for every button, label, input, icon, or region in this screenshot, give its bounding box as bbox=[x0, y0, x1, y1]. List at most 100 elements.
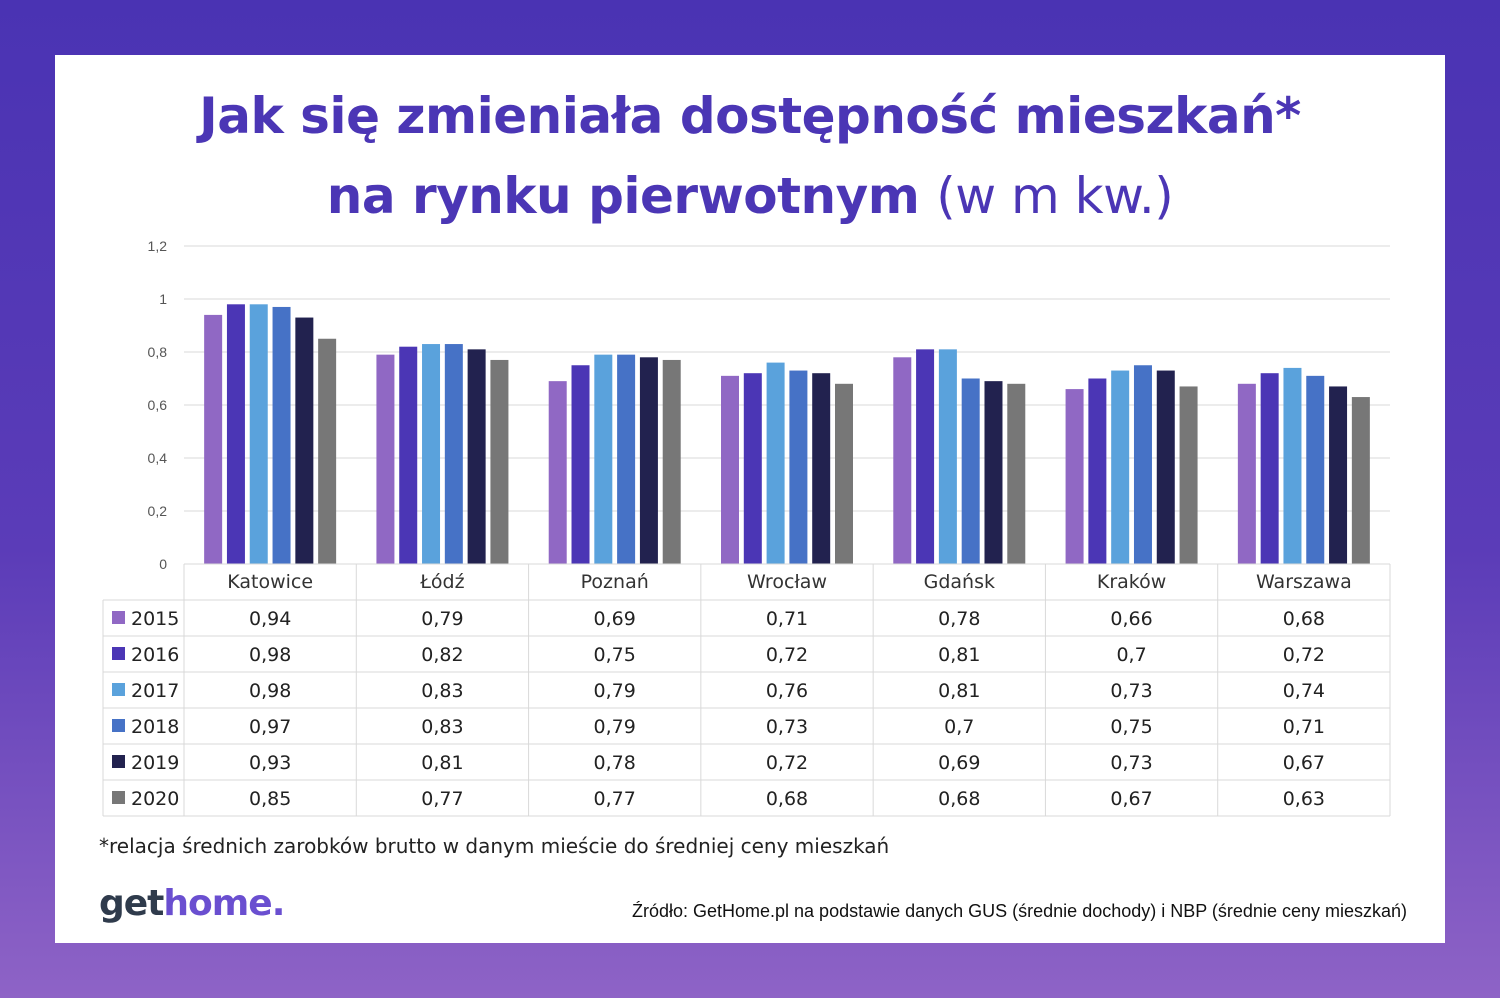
gethome-logo: gethome. bbox=[99, 883, 285, 924]
bar-2018 bbox=[961, 378, 980, 564]
data-label: 0,73 bbox=[1110, 680, 1152, 702]
bar-2018 bbox=[272, 306, 291, 564]
bar-2019 bbox=[295, 317, 314, 564]
legend-swatch-2015 bbox=[112, 611, 125, 624]
data-label: 0,97 bbox=[249, 716, 291, 738]
bar-2016 bbox=[571, 365, 590, 564]
data-label: 0,78 bbox=[938, 608, 980, 630]
bar-2019 bbox=[984, 381, 1003, 564]
bar-2015 bbox=[1237, 383, 1256, 564]
bar-2015 bbox=[376, 354, 395, 564]
data-label: 0,77 bbox=[421, 788, 463, 810]
y-tick-label: 1 bbox=[159, 291, 167, 307]
bar-2015 bbox=[721, 375, 739, 564]
data-label: 0,68 bbox=[1283, 608, 1325, 630]
legend-label: 2020 bbox=[131, 788, 179, 810]
logo-text-get: get bbox=[99, 883, 164, 924]
data-label: 0,79 bbox=[594, 680, 636, 702]
bar-2019 bbox=[1156, 370, 1175, 564]
chart-title-unit: (w m kw.) bbox=[936, 167, 1174, 225]
bar-2016 bbox=[1088, 378, 1107, 564]
x-category-label: Kraków bbox=[1097, 571, 1166, 593]
source-note: Źródło: GetHome.pl na podstawie danych G… bbox=[631, 901, 1407, 921]
legend-label: 2018 bbox=[131, 716, 179, 738]
data-label: 0,78 bbox=[594, 752, 636, 774]
data-label: 0,93 bbox=[249, 752, 291, 774]
bar-2020 bbox=[1351, 397, 1370, 564]
x-category-label: Katowice bbox=[227, 571, 313, 593]
bar-2016 bbox=[743, 373, 762, 564]
y-tick-label: 0 bbox=[159, 556, 167, 572]
bar-2019 bbox=[467, 349, 486, 564]
bar-2017 bbox=[766, 362, 785, 564]
data-label: 0,67 bbox=[1283, 752, 1325, 774]
legend-label: 2015 bbox=[131, 608, 179, 630]
data-label: 0,81 bbox=[938, 680, 980, 702]
x-category-label: Poznań bbox=[581, 571, 649, 593]
bar-2017 bbox=[594, 354, 613, 564]
bar-2020 bbox=[662, 359, 681, 564]
bar-2017 bbox=[1283, 367, 1302, 564]
bar-2015 bbox=[893, 357, 912, 564]
y-tick-label: 0,2 bbox=[148, 503, 168, 519]
bar-2017 bbox=[249, 304, 268, 564]
data-label: 0,76 bbox=[766, 680, 808, 702]
data-label: 0,71 bbox=[1283, 716, 1325, 738]
data-label: 0,73 bbox=[766, 716, 808, 738]
x-category-label: Warszawa bbox=[1256, 571, 1352, 593]
x-category-label: Łódź bbox=[419, 571, 464, 593]
chart-title-bold: na rynku pierwotnym bbox=[326, 167, 920, 225]
data-label: 0,72 bbox=[766, 752, 808, 774]
data-label: 0,82 bbox=[421, 644, 463, 666]
bar-2020 bbox=[1179, 386, 1198, 564]
y-tick-label: 0,8 bbox=[148, 344, 168, 360]
bar-2018 bbox=[617, 354, 636, 564]
bar-2020 bbox=[835, 383, 853, 564]
data-label: 0,63 bbox=[1283, 788, 1325, 810]
bar-2020 bbox=[318, 338, 337, 564]
bar-2019 bbox=[812, 373, 831, 564]
chart-title-line2: na rynku pierwotnym (w m kw.) bbox=[55, 167, 1445, 225]
data-label: 0,83 bbox=[421, 680, 463, 702]
legend-label: 2017 bbox=[131, 680, 179, 702]
data-label: 0,94 bbox=[249, 608, 291, 630]
bar-2017 bbox=[422, 344, 441, 564]
bar-2020 bbox=[490, 359, 509, 564]
legend-swatch-2020 bbox=[112, 791, 125, 804]
legend-swatch-2018 bbox=[112, 719, 125, 732]
data-label: 0,71 bbox=[766, 608, 808, 630]
bar-2017 bbox=[938, 349, 957, 564]
data-label: 0,83 bbox=[421, 716, 463, 738]
legend-swatch-2019 bbox=[112, 755, 125, 768]
data-label: 0,7 bbox=[1116, 644, 1146, 666]
bar-2019 bbox=[1329, 386, 1348, 564]
chart-title-line1: Jak się zmieniała dostępność mieszkań* bbox=[199, 87, 1301, 145]
data-label: 0,77 bbox=[594, 788, 636, 810]
legend-label: 2019 bbox=[131, 752, 179, 774]
data-label: 0,98 bbox=[249, 680, 291, 702]
data-label: 0,72 bbox=[766, 644, 808, 666]
y-tick-label: 0,6 bbox=[148, 397, 168, 413]
legend-label: 2016 bbox=[131, 644, 179, 666]
y-tick-label: 1,2 bbox=[148, 238, 168, 254]
footnote: *relacja średnich zarobków brutto w dany… bbox=[99, 834, 890, 858]
data-label: 0,68 bbox=[938, 788, 980, 810]
data-label: 0,85 bbox=[249, 788, 291, 810]
bar-2019 bbox=[639, 357, 658, 564]
legend-swatch-2016 bbox=[112, 647, 125, 660]
x-category-label: Gdańsk bbox=[924, 571, 995, 593]
data-label: 0,75 bbox=[594, 644, 636, 666]
data-label: 0,74 bbox=[1283, 680, 1325, 702]
bar-2018 bbox=[444, 344, 463, 564]
data-label: 0,81 bbox=[421, 752, 463, 774]
bar-2016 bbox=[1260, 373, 1279, 564]
bar-2018 bbox=[1133, 365, 1152, 564]
data-label: 0,66 bbox=[1110, 608, 1152, 630]
chart-card: Jak się zmieniała dostępność mieszkań* n… bbox=[55, 55, 1445, 943]
data-label: 0,7 bbox=[944, 716, 974, 738]
bar-2018 bbox=[1306, 375, 1325, 564]
bar-2015 bbox=[204, 314, 223, 564]
bar-2018 bbox=[789, 370, 808, 564]
bar-2020 bbox=[1007, 383, 1026, 564]
